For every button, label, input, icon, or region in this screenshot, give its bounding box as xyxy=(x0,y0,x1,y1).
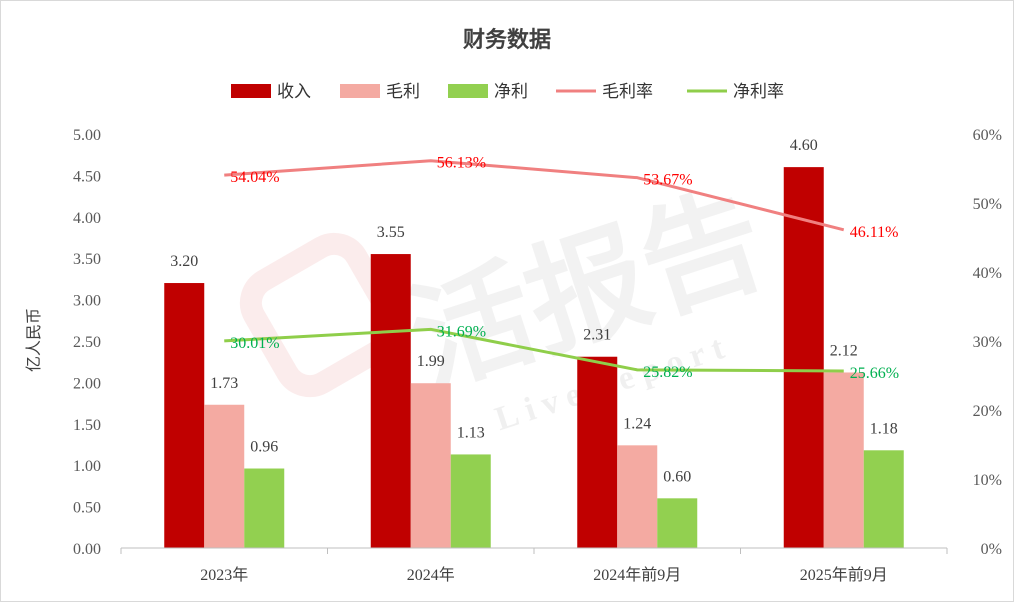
legend: 收入 毛利 净利 毛利率 净利率 xyxy=(231,82,784,101)
gross-margin-value-label: 54.04% xyxy=(230,169,279,186)
revenue-bar xyxy=(783,167,824,548)
y-axis-label: 亿人民币 xyxy=(25,308,43,372)
revenue-bar xyxy=(370,254,411,548)
y2-tick-label: 0% xyxy=(981,541,1002,558)
legend-net-profit-swatch xyxy=(448,84,488,98)
x-category-label: 2024年前9月 xyxy=(593,566,681,584)
x-category-label: 2025年前9月 xyxy=(800,566,888,584)
net-margin-value-label: 25.82% xyxy=(643,364,692,381)
legend-revenue-swatch xyxy=(231,84,271,98)
legend-gross-profit-swatch xyxy=(340,84,380,98)
legend-net-profit: 净利 xyxy=(448,82,528,101)
legend-revenue: 收入 xyxy=(231,82,311,101)
legend-gross-margin-label: 毛利率 xyxy=(602,82,653,101)
gross-margin-value-label: 56.13% xyxy=(437,155,486,172)
gross-profit-bar xyxy=(410,383,451,548)
y2-tick-label: 10% xyxy=(973,472,1002,489)
net-profit-bar xyxy=(657,498,698,548)
net-profit-bar xyxy=(244,468,285,548)
y2-tick-label: 40% xyxy=(973,265,1002,282)
y-tick-label: 5.00 xyxy=(73,127,101,144)
legend-gross-profit: 毛利 xyxy=(340,82,420,101)
revenue-value-label: 4.60 xyxy=(790,137,818,154)
y-tick-label: 1.50 xyxy=(73,417,101,434)
net-margin-value-label: 25.66% xyxy=(850,365,899,382)
y2-tick-label: 50% xyxy=(973,196,1002,213)
net-profit-value-label: 1.18 xyxy=(870,420,898,437)
revenue-bar xyxy=(164,283,205,548)
gross-profit-value-label: 1.99 xyxy=(417,353,445,370)
y-tick-label: 3.50 xyxy=(73,251,101,268)
legend-net-profit-label: 净利 xyxy=(494,82,528,101)
y-tick-label: 1.00 xyxy=(73,458,101,475)
gross-profit-bar xyxy=(823,372,864,548)
y-tick-label: 2.00 xyxy=(73,375,101,392)
revenue-value-label: 3.20 xyxy=(170,253,198,270)
y2-tick-label: 60% xyxy=(973,127,1002,144)
revenue-value-label: 2.31 xyxy=(583,327,611,344)
net-profit-bar xyxy=(863,450,904,548)
gross-margin-value-label: 53.67% xyxy=(643,172,692,189)
y2-tick-label: 30% xyxy=(973,334,1002,351)
legend-net-margin: 净利率 xyxy=(687,82,784,101)
y2-tick-label: 20% xyxy=(973,403,1002,420)
gross-profit-bar xyxy=(204,404,245,548)
x-category-label: 2023年 xyxy=(200,566,248,584)
net-profit-value-label: 0.96 xyxy=(250,439,278,456)
rate-labels: 54.04% 56.13% 53.67% 46.11% 30.01% 31.69% 25.8… xyxy=(230,155,899,382)
legend-gross-profit-label: 毛利 xyxy=(386,82,420,101)
x-category-label: 2024年 xyxy=(407,566,455,584)
gross-profit-value-label: 1.24 xyxy=(623,415,651,432)
gross-profit-value-label: 1.73 xyxy=(210,375,238,392)
net-profit-bar xyxy=(450,454,491,548)
legend-gross-margin: 毛利率 xyxy=(556,82,653,101)
y-tick-label: 0.50 xyxy=(73,500,101,517)
net-margin-value-label: 31.69% xyxy=(437,323,486,340)
right-axis: 0% 10% 20% 30% 40% 50% 60% xyxy=(973,127,1002,558)
bar-labels: 3.20 3.55 2.31 4.60 1.73 1.99 1.24 2.12 0.96 1.13… xyxy=(170,137,898,485)
gross-margin-line xyxy=(224,159,845,232)
legend-net-margin-label: 净利率 xyxy=(733,82,784,101)
net-profit-value-label: 1.13 xyxy=(457,424,485,441)
y-tick-label: 3.00 xyxy=(73,293,101,310)
gross-margin-value-label: 46.11% xyxy=(850,224,899,241)
left-axis: 0.00 0.50 1.00 1.50 2.00 2.50 3.00 3.50 4.00 4.50… xyxy=(73,127,101,558)
y-tick-label: 0.00 xyxy=(73,541,101,558)
legend-revenue-label: 收入 xyxy=(277,82,311,101)
net-margin-value-label: 30.01% xyxy=(230,335,279,352)
gross-profit-bar xyxy=(617,445,658,548)
revenue-value-label: 3.55 xyxy=(377,224,405,241)
net-profit-value-label: 0.60 xyxy=(663,468,691,485)
rate-lines xyxy=(224,159,845,373)
gross-profit-value-label: 2.12 xyxy=(830,342,858,359)
y-tick-label: 4.00 xyxy=(73,210,101,227)
chart-title: 财务数据 xyxy=(463,27,551,52)
y-tick-label: 2.50 xyxy=(73,334,101,351)
y-tick-label: 4.50 xyxy=(73,168,101,185)
bars xyxy=(164,167,904,548)
revenue-bar xyxy=(577,356,618,548)
net-margin-line xyxy=(224,327,844,373)
watermark: 活报告LiveReport xyxy=(239,172,779,438)
x-axis: 2023年 2024年 2024年前9月 2025年前9月 xyxy=(120,547,948,584)
